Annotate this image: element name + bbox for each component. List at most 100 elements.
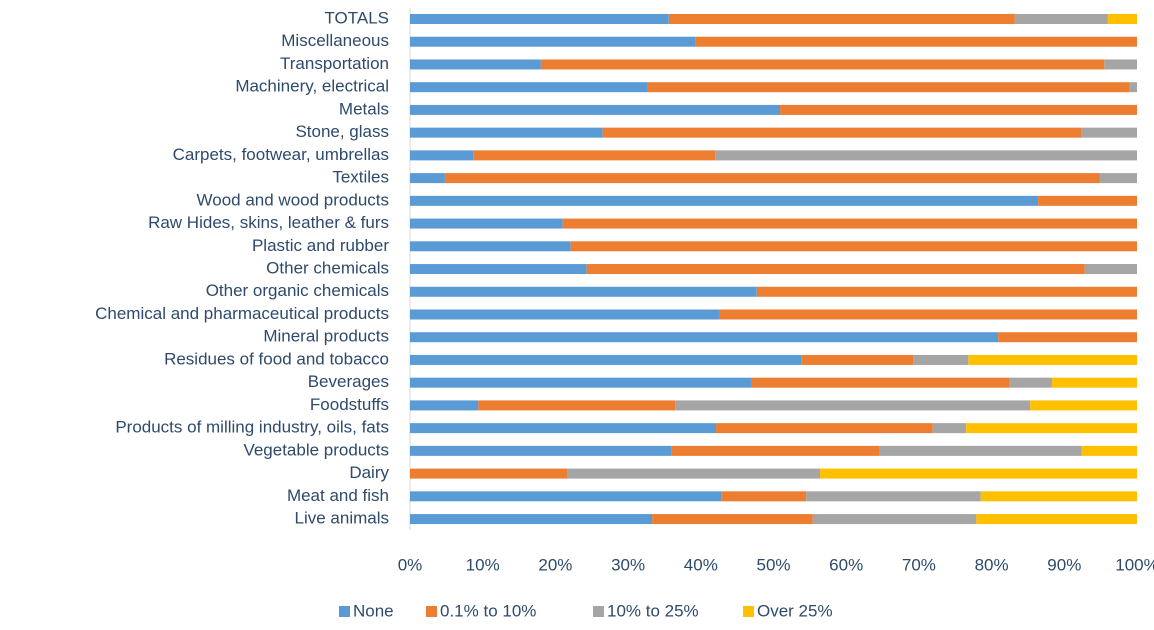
x-tick-label: 40%	[684, 555, 718, 574]
y-tick-label: Wood and wood products	[197, 190, 389, 209]
x-tick-label: 20%	[538, 555, 572, 574]
y-tick-label: Mineral products	[263, 327, 389, 346]
bar-segment	[410, 286, 757, 297]
bar-segment	[801, 354, 914, 365]
y-tick-label: Vegetable products	[243, 440, 389, 459]
bar-segment	[756, 286, 1137, 297]
legend-label: Over 25%	[757, 601, 833, 620]
bar-segment	[913, 354, 969, 365]
y-tick-label: Carpets, footwear, umbrellas	[173, 145, 389, 164]
bar-segment	[410, 150, 474, 161]
bar-segment	[806, 491, 981, 502]
bar-segment	[1104, 59, 1137, 70]
bar-segment	[410, 423, 717, 434]
bar-segment	[968, 354, 1137, 365]
bar-segment	[410, 514, 653, 525]
y-tick-label: Raw Hides, skins, leather & furs	[148, 213, 389, 232]
bar-segment	[675, 400, 1031, 411]
x-tick-label: 10%	[466, 555, 500, 574]
y-tick-label: Other organic chemicals	[206, 281, 389, 300]
bar-segment	[980, 491, 1137, 502]
y-tick-label: Plastic and rubber	[252, 236, 389, 255]
bar-segment	[668, 14, 1015, 24]
x-tick-label: 80%	[975, 555, 1009, 574]
y-tick-label: Other chemicals	[266, 259, 389, 278]
x-tick-label: 60%	[829, 555, 863, 574]
bar-segment	[715, 150, 1137, 161]
bar-segment	[695, 36, 1137, 47]
legend-label: 0.1% to 10%	[440, 601, 536, 620]
y-tick-label: Products of milling industry, oils, fats	[115, 418, 389, 437]
x-tick-label: 70%	[902, 555, 936, 574]
bar-segment	[1099, 173, 1137, 184]
y-tick-label: Transportation	[280, 54, 389, 73]
bar-segment	[716, 423, 933, 434]
x-tick-label: 100%	[1115, 555, 1154, 574]
legend-swatch	[743, 606, 754, 617]
bar-segment	[586, 264, 1085, 275]
bar-segment	[410, 377, 751, 388]
bar-segment	[647, 82, 1130, 93]
y-tick-label: Residues of food and tobacco	[164, 349, 389, 368]
bar-segment	[1014, 14, 1108, 24]
y-tick-label: Metals	[339, 99, 389, 118]
legend-swatch	[426, 606, 437, 617]
bar-segment	[562, 218, 1137, 229]
bar-segment	[1038, 195, 1137, 206]
bar-segment	[410, 82, 648, 93]
bar-segment	[998, 332, 1137, 343]
bar-segment	[652, 514, 813, 525]
bar-segment	[410, 218, 563, 229]
bar-segment	[780, 104, 1137, 115]
x-tick-label: 30%	[611, 555, 645, 574]
bar-segment	[410, 241, 571, 252]
y-tick-label: Chemical and pharmaceutical products	[95, 304, 389, 323]
legend-label: None	[353, 601, 394, 620]
bar-segment	[602, 127, 1082, 138]
bar-segment	[570, 241, 1137, 252]
y-tick-label: Live animals	[295, 509, 390, 528]
bar-segment	[820, 468, 1137, 479]
bar-segment	[410, 59, 541, 70]
y-tick-label: Stone, glass	[295, 122, 389, 141]
bar-segment	[410, 309, 719, 320]
bar-segment	[410, 36, 696, 47]
bar-segment	[721, 491, 807, 502]
bar-segment	[1084, 264, 1137, 275]
legend-swatch	[339, 606, 350, 617]
y-tick-label: TOTALS	[324, 8, 389, 27]
x-tick-label: 50%	[756, 555, 790, 574]
bar-segment	[671, 445, 880, 456]
bar-segment	[444, 173, 1100, 184]
bar-segment	[879, 445, 1082, 456]
bar-segment	[1107, 14, 1137, 24]
bar-segment	[750, 377, 1010, 388]
y-tick-label: Meat and fish	[287, 486, 389, 505]
bar-segment	[410, 400, 479, 411]
bar-segment	[1129, 82, 1137, 93]
bar-segment	[1009, 377, 1052, 388]
y-tick-label: Dairy	[349, 463, 389, 482]
bar-segment	[1051, 377, 1137, 388]
bar-segment	[473, 150, 716, 161]
bar-segment	[410, 491, 722, 502]
bar-segment	[410, 195, 1039, 206]
bar-segment	[1081, 445, 1137, 456]
bar-segment	[567, 468, 821, 479]
bar-segment	[812, 514, 977, 525]
bar-segment	[976, 514, 1137, 525]
bar-segment	[478, 400, 676, 411]
bar-segment	[932, 423, 967, 434]
bar-segment	[410, 468, 568, 479]
bar-segment	[1030, 400, 1137, 411]
y-tick-label: Miscellaneous	[281, 31, 389, 50]
x-tick-label: 90%	[1047, 555, 1081, 574]
y-tick-label: Machinery, electrical	[235, 77, 389, 96]
x-tick-label: 0%	[398, 555, 423, 574]
bar-segment	[410, 127, 603, 138]
bar-segment	[966, 423, 1137, 434]
bar-segment	[410, 14, 669, 24]
bar-segment	[410, 173, 445, 184]
bar-segment	[410, 445, 672, 456]
